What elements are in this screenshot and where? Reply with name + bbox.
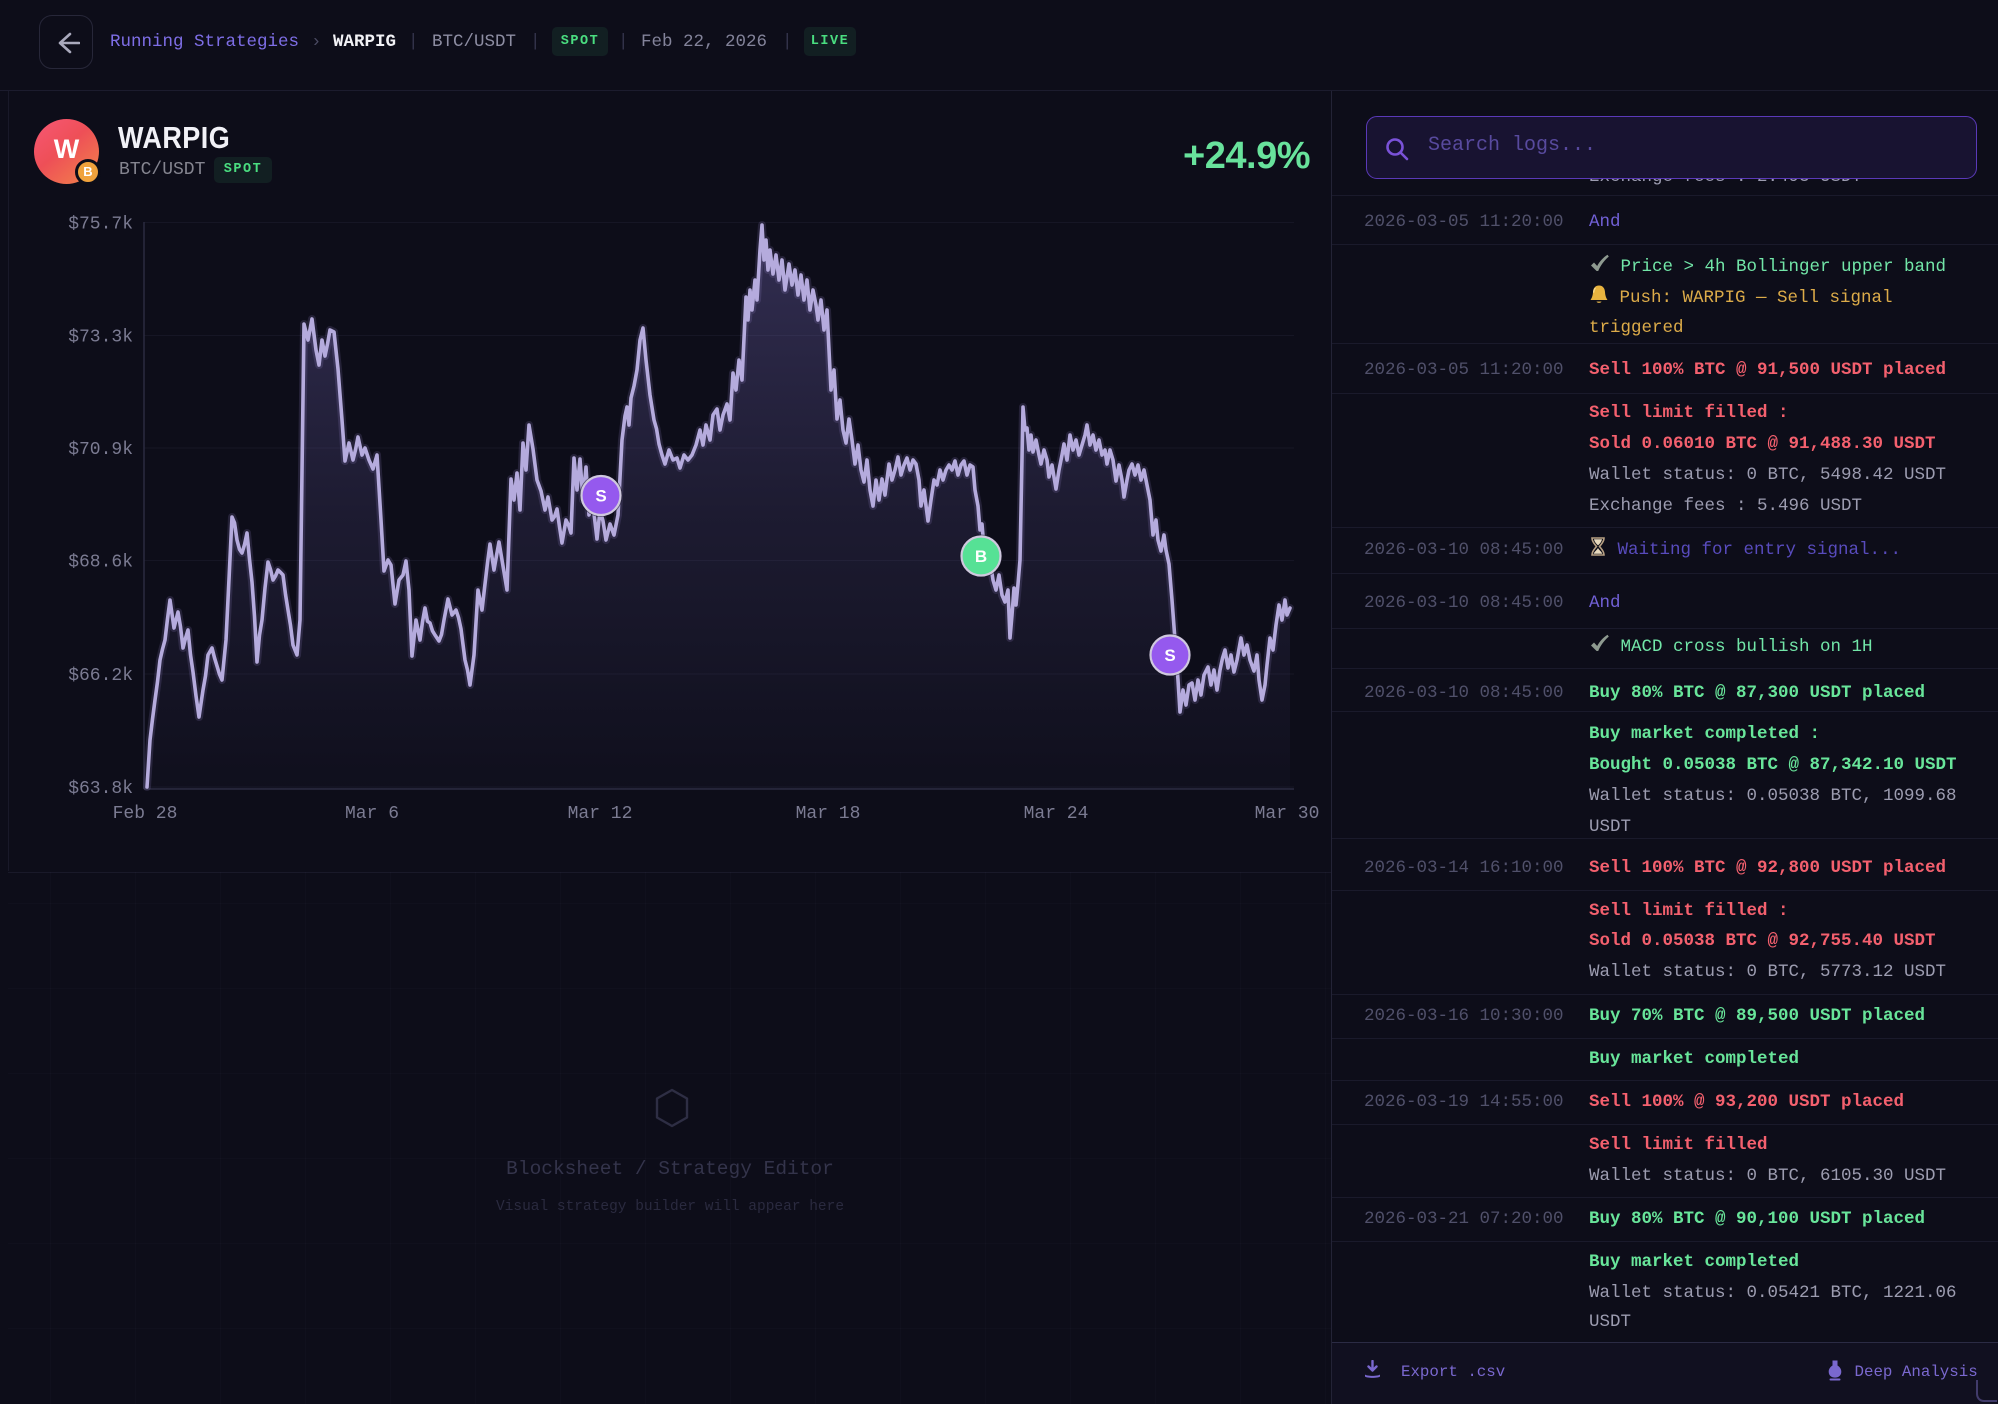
svg-text:Mar 24: Mar 24 xyxy=(1024,804,1089,824)
svg-text:S: S xyxy=(595,487,606,506)
svg-text:$68.6k: $68.6k xyxy=(68,553,133,573)
svg-text:S: S xyxy=(1164,646,1175,665)
svg-text:B: B xyxy=(975,547,987,566)
svg-text:Mar 30: Mar 30 xyxy=(1255,804,1320,824)
svg-text:Feb 28: Feb 28 xyxy=(113,804,178,824)
svg-text:$70.9k: $70.9k xyxy=(68,440,133,460)
svg-text:$66.2k: $66.2k xyxy=(68,666,133,686)
svg-text:$63.8k: $63.8k xyxy=(68,779,133,799)
svg-text:$73.3k: $73.3k xyxy=(68,328,133,348)
svg-text:Mar 18: Mar 18 xyxy=(796,804,861,824)
svg-text:$75.7k: $75.7k xyxy=(68,215,133,235)
svg-text:Mar 12: Mar 12 xyxy=(568,804,633,824)
svg-text:Mar 6: Mar 6 xyxy=(345,804,399,824)
